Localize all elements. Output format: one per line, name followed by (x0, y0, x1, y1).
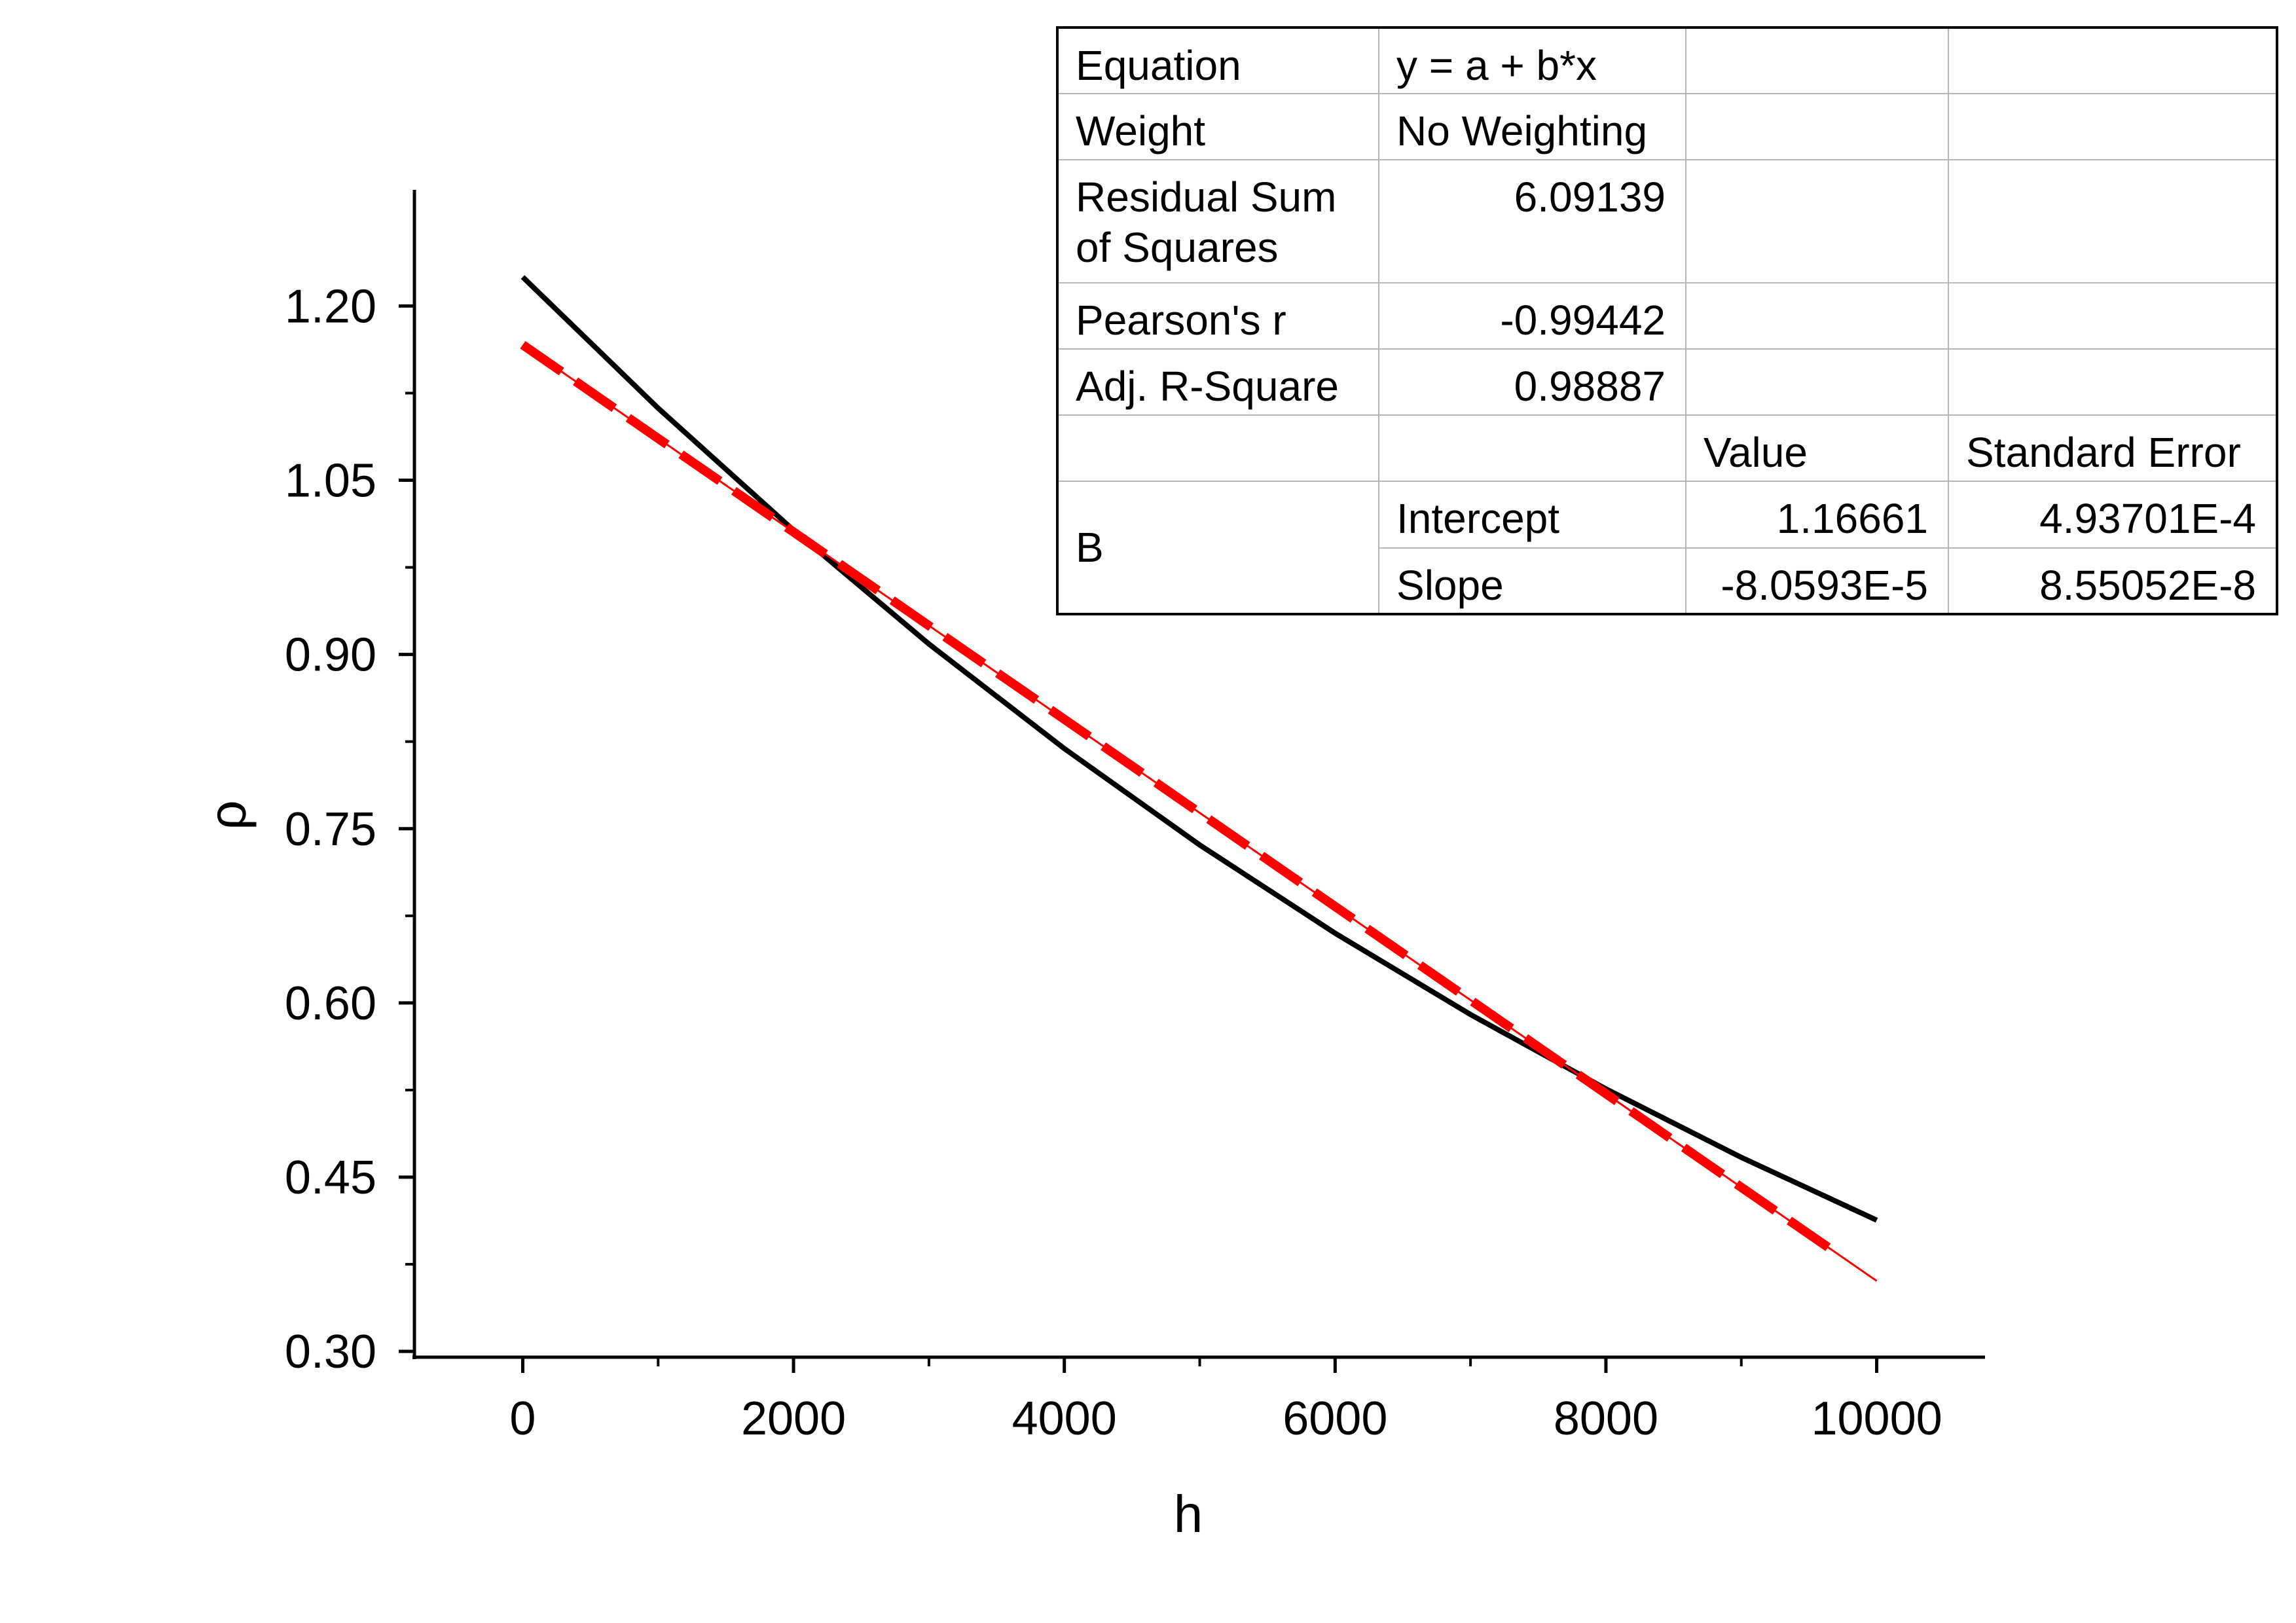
empty-cell (1685, 26, 1949, 95)
x-tick-label: 4000 (1012, 1393, 1117, 1445)
axis-ticks: 0 2000 4000 6000 8000 10000 0.30 0.45 0.60 0.75 0.… (285, 280, 1942, 1445)
empty-cell (1948, 93, 2278, 161)
empty-cell (1685, 282, 1949, 350)
slope-value: -8.0593E-5 (1685, 547, 1949, 615)
slope-stderr: 8.55052E-8 (1948, 547, 2278, 615)
weight-value: No Weighting (1378, 93, 1686, 161)
value-header: Value (1685, 414, 1949, 483)
empty-cell (1057, 414, 1379, 483)
y-tick-label: 0.75 (285, 803, 376, 856)
y-tick-label: 1.20 (285, 280, 376, 333)
x-axis-title: h (1174, 1485, 1203, 1543)
table-row-headers: Value Standard Error (1057, 414, 2278, 483)
y-tick-label: 0.90 (285, 629, 376, 682)
series-linear-fit-dashed-line (520, 340, 1839, 1257)
empty-cell (1685, 159, 1949, 283)
empty-cell (1948, 159, 2278, 283)
equation-value: y = a + b*x (1378, 26, 1686, 95)
equation-label: Equation (1057, 26, 1379, 95)
empty-cell (1948, 348, 2278, 416)
table-row-equation: Equation y = a + b*x (1057, 26, 2278, 95)
weight-label: Weight (1057, 93, 1379, 161)
empty-cell (1948, 26, 2278, 95)
table-row-rss: Residual Sum of Squares 6.09139 (1057, 159, 2278, 283)
series-exponential-curve (520, 275, 1878, 1223)
adj-r2-value: 0.98887 (1378, 348, 1686, 416)
table-row-slope: Slope -8.0593E-5 8.55052E-8 (1057, 547, 2278, 615)
x-tick-label: 10000 (1811, 1393, 1942, 1445)
empty-cell (1378, 414, 1686, 483)
intercept-stderr: 4.93701E-4 (1948, 481, 2278, 549)
x-tick-label: 0 (509, 1393, 536, 1445)
adj-r2-label: Adj. R-Square (1057, 348, 1379, 416)
slope-label: Slope (1378, 547, 1686, 615)
y-tick-label: 1.05 (285, 455, 376, 507)
table-row-weight: Weight No Weighting (1057, 93, 2278, 161)
y-axis-title: ρ (198, 800, 257, 830)
rss-label: Residual Sum of Squares (1057, 159, 1379, 283)
fit-results-table: Equation y = a + b*x Weight No Weighting… (1056, 26, 2278, 615)
table-row-pearson: Pearson's r -0.99442 (1057, 282, 2278, 350)
stderr-header: Standard Error (1948, 414, 2278, 483)
y-tick-label: 0.45 (285, 1152, 376, 1204)
x-tick-label: 2000 (741, 1393, 846, 1445)
y-tick-label: 0.30 (285, 1326, 376, 1378)
x-tick-label: 8000 (1554, 1393, 1658, 1445)
plot-area (520, 275, 1878, 1282)
empty-cell (1685, 93, 1949, 161)
table-row-intercept: B Intercept 1.16661 4.93701E-4 (1057, 481, 2278, 615)
y-tick-label: 0.60 (285, 977, 376, 1030)
table-row-adj-r2: Adj. R-Square 0.98887 (1057, 348, 2278, 416)
pearson-value: -0.99442 (1378, 282, 1686, 350)
x-tick-label: 6000 (1283, 1393, 1387, 1445)
empty-cell (1948, 282, 2278, 350)
pearson-label: Pearson's r (1057, 282, 1379, 350)
empty-cell (1685, 348, 1949, 416)
intercept-label: Intercept (1378, 481, 1686, 549)
rss-value: 6.09139 (1378, 159, 1686, 283)
param-group-label: B (1057, 481, 1379, 615)
intercept-value: 1.16661 (1685, 481, 1949, 549)
